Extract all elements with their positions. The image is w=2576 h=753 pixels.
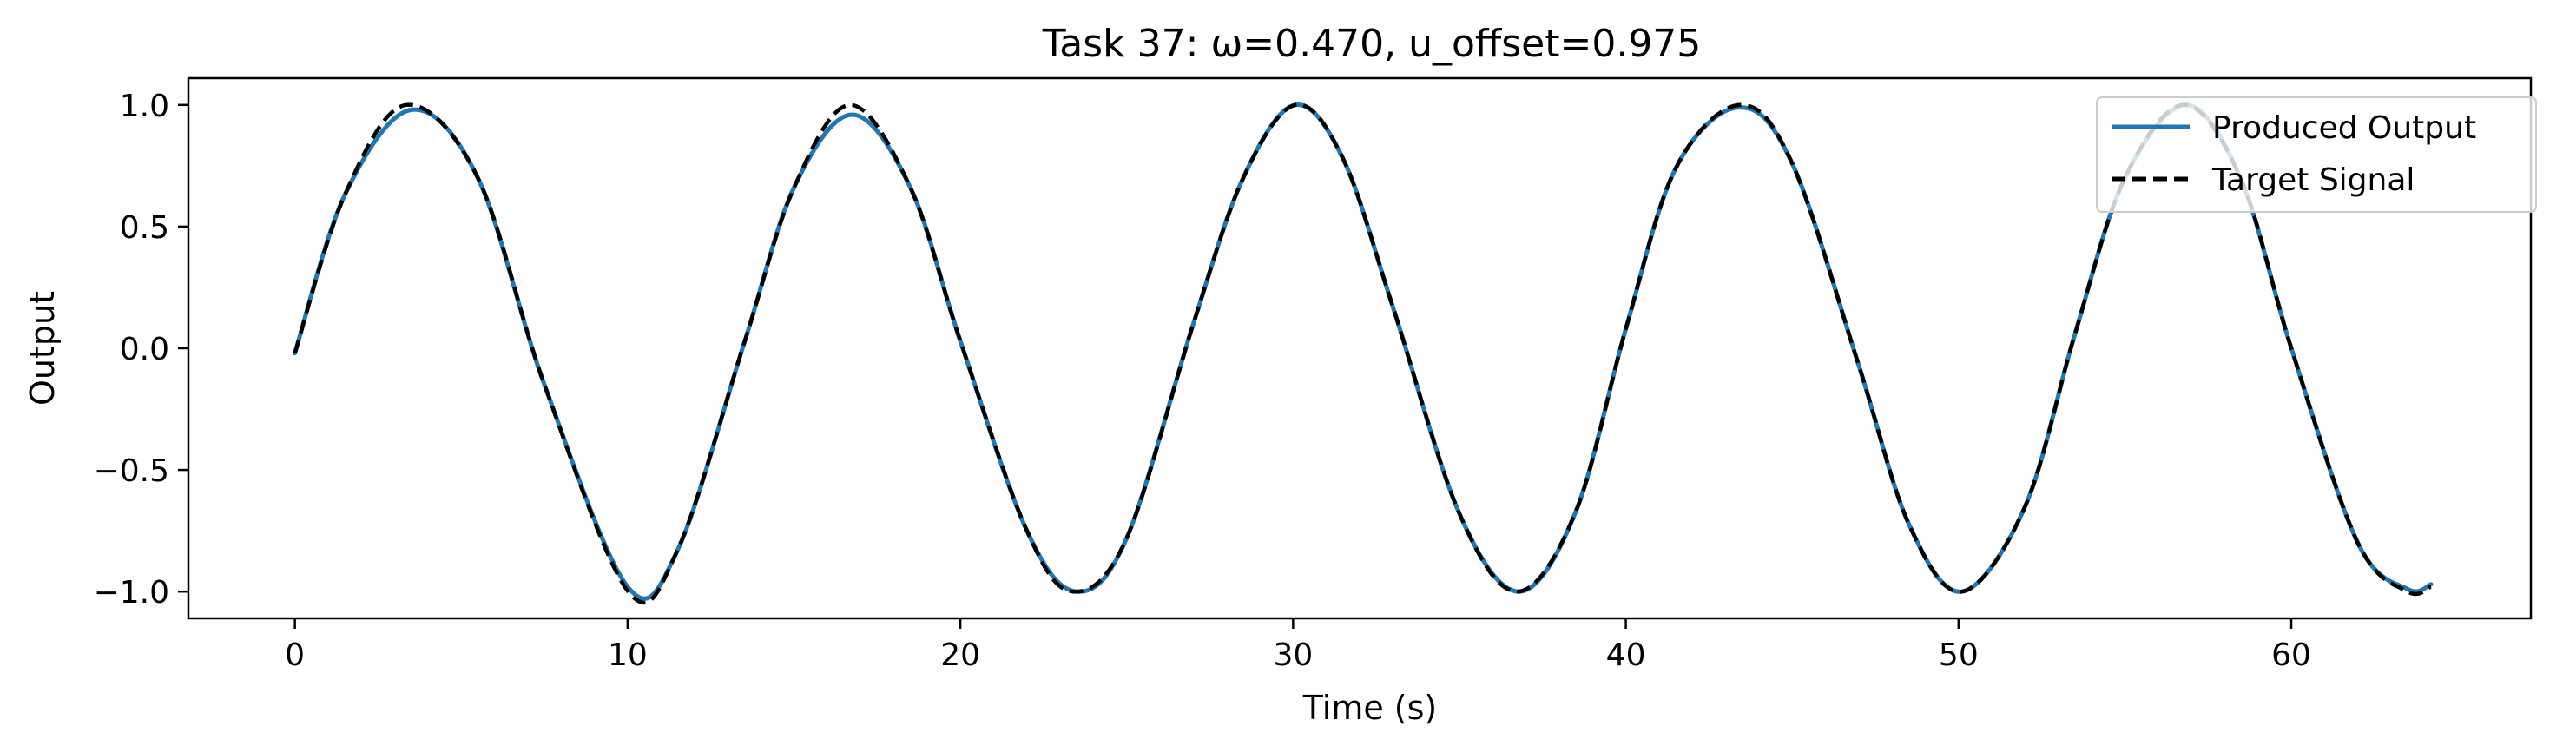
x-tick-label: 60 bbox=[2271, 637, 2311, 673]
legend-label-produced-output: Produced Output bbox=[2212, 110, 2476, 146]
legend-box bbox=[2096, 96, 2537, 213]
y-tick-label: 0.5 bbox=[120, 210, 169, 246]
legend: Produced Output Target Signal bbox=[2096, 96, 2537, 213]
chart-title: Task 37: ω=0.470, u_offset=0.975 bbox=[1042, 22, 1702, 66]
x-tick-label: 0 bbox=[285, 637, 305, 673]
y-tick-label: 1.0 bbox=[120, 89, 169, 124]
series-line-target-signal bbox=[293, 102, 2432, 605]
x-tick-label: 20 bbox=[940, 637, 980, 673]
x-tick-label: 10 bbox=[608, 637, 648, 673]
y-axis-title: Output bbox=[23, 291, 62, 406]
y-tick-label: 0.0 bbox=[120, 332, 169, 367]
x-tick-label: 40 bbox=[1606, 637, 1646, 673]
y-tick-label: −0.5 bbox=[94, 453, 169, 489]
y-tick-label: −1.0 bbox=[94, 575, 169, 611]
legend-label-target-signal: Target Signal bbox=[2211, 162, 2415, 198]
x-axis-title: Time (s) bbox=[1302, 689, 1438, 727]
x-tick-label: 30 bbox=[1273, 637, 1313, 673]
x-tick-label: 50 bbox=[1939, 637, 1979, 673]
